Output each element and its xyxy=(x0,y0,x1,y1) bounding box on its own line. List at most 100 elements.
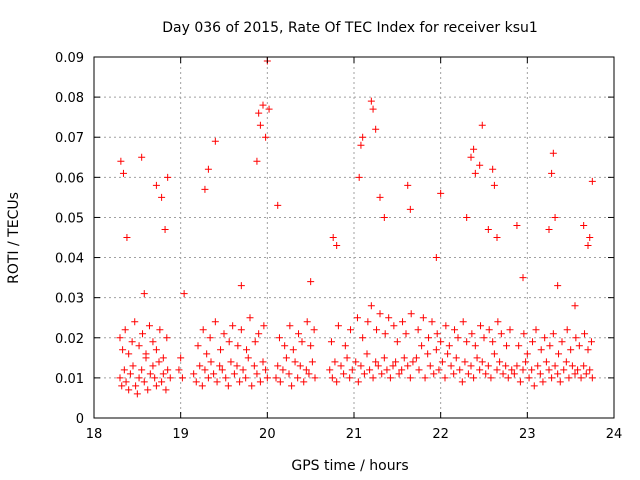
data-point-marker xyxy=(285,370,293,378)
data-point-marker xyxy=(558,338,566,346)
data-point-marker xyxy=(243,346,251,354)
data-point-marker xyxy=(337,362,345,370)
data-point-marker xyxy=(294,374,302,382)
data-point-marker xyxy=(218,366,226,374)
data-point-marker xyxy=(454,334,462,342)
data-point-marker xyxy=(532,326,540,334)
y-tick-label: 0.04 xyxy=(55,252,84,267)
grid-lines xyxy=(94,57,614,418)
data-point-marker xyxy=(497,330,505,338)
data-point-marker xyxy=(307,342,315,350)
data-point-marker xyxy=(260,322,268,330)
y-tick-label: 0.03 xyxy=(55,292,84,307)
data-point-marker xyxy=(328,374,336,382)
data-point-marker xyxy=(555,350,563,358)
data-point-marker xyxy=(376,193,384,201)
data-point-marker xyxy=(282,354,290,362)
data-point-marker xyxy=(588,374,596,382)
data-point-marker xyxy=(129,362,137,370)
data-point-marker xyxy=(478,121,486,129)
data-point-marker xyxy=(131,318,139,326)
data-point-marker xyxy=(125,350,133,358)
data-point-marker xyxy=(229,322,237,330)
data-point-marker xyxy=(529,338,537,346)
data-point-marker xyxy=(272,374,280,382)
data-point-marker xyxy=(159,370,167,378)
data-points xyxy=(116,57,596,398)
data-point-marker xyxy=(516,378,524,386)
data-point-marker xyxy=(468,330,476,338)
data-point-marker xyxy=(199,326,207,334)
data-point-marker xyxy=(467,153,475,161)
data-point-marker xyxy=(210,370,218,378)
data-point-marker xyxy=(192,378,200,386)
data-point-marker xyxy=(162,386,170,394)
data-point-marker xyxy=(222,374,230,382)
data-point-marker xyxy=(201,366,209,374)
data-point-marker xyxy=(502,362,510,370)
data-point-marker xyxy=(406,374,414,382)
data-point-marker xyxy=(508,366,516,374)
data-point-marker xyxy=(359,334,367,342)
data-point-marker xyxy=(562,358,570,366)
data-point-marker xyxy=(204,374,212,382)
data-point-marker xyxy=(348,366,356,374)
data-point-marker xyxy=(402,330,410,338)
data-point-marker xyxy=(459,318,467,326)
data-point-marker xyxy=(510,370,518,378)
data-point-marker xyxy=(164,173,172,181)
data-point-marker xyxy=(352,358,360,366)
data-point-marker xyxy=(234,342,242,350)
data-point-marker xyxy=(329,234,337,241)
data-point-marker xyxy=(340,370,348,378)
data-point-marker xyxy=(580,221,588,229)
data-point-marker xyxy=(551,362,559,370)
data-point-marker xyxy=(133,390,141,398)
data-point-marker xyxy=(149,338,157,346)
data-point-marker xyxy=(504,374,512,382)
data-point-marker xyxy=(438,358,446,366)
data-point-marker xyxy=(539,378,547,386)
data-point-marker xyxy=(359,133,367,141)
data-point-marker xyxy=(288,382,296,390)
data-point-marker xyxy=(487,374,495,382)
data-point-marker xyxy=(198,382,206,390)
data-point-marker xyxy=(433,330,441,338)
data-point-marker xyxy=(545,225,553,233)
data-point-marker xyxy=(211,137,219,145)
data-point-marker xyxy=(484,362,492,370)
data-point-marker xyxy=(513,362,521,370)
data-point-marker xyxy=(152,181,160,189)
data-point-marker xyxy=(565,374,573,382)
data-point-marker xyxy=(490,181,498,189)
data-point-marker xyxy=(428,318,436,326)
data-point-marker xyxy=(152,346,160,354)
data-point-marker xyxy=(461,358,469,366)
data-point-marker xyxy=(190,370,198,378)
data-point-marker xyxy=(204,165,212,173)
data-point-marker xyxy=(119,346,127,354)
data-point-marker xyxy=(494,318,502,326)
data-point-marker xyxy=(196,362,204,370)
data-point-marker xyxy=(253,157,261,165)
data-point-marker xyxy=(341,342,349,350)
data-point-marker xyxy=(378,370,386,378)
data-point-marker xyxy=(333,378,341,386)
data-point-marker xyxy=(556,378,564,386)
data-point-marker xyxy=(519,366,527,374)
data-point-marker xyxy=(415,366,423,374)
y-tick-label: 0.06 xyxy=(55,171,84,186)
y-tick-label: 0 xyxy=(76,412,84,427)
data-point-marker xyxy=(549,330,557,338)
data-point-marker xyxy=(546,342,554,350)
data-point-marker xyxy=(520,330,528,338)
data-point-marker xyxy=(456,366,464,374)
data-point-marker xyxy=(145,322,153,330)
data-point-marker xyxy=(343,354,351,362)
data-point-marker xyxy=(275,334,283,342)
data-point-marker xyxy=(398,366,406,374)
data-point-marker xyxy=(233,362,241,370)
data-point-marker xyxy=(577,374,585,382)
data-point-marker xyxy=(296,362,304,370)
data-point-marker xyxy=(326,366,334,374)
